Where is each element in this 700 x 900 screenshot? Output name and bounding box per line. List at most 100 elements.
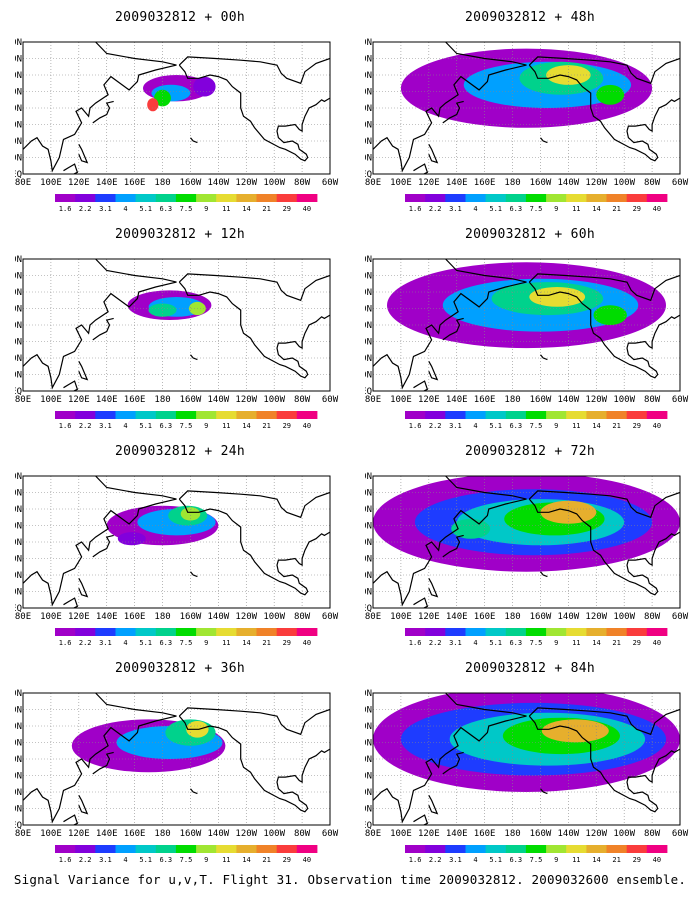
coastline: [178, 281, 330, 379]
colorbar-level-label: 3.1: [99, 856, 112, 864]
lat-tick-label: 10N: [365, 154, 372, 164]
colorbar-swatch: [196, 194, 217, 202]
lon-tick-label: 140W: [558, 178, 580, 188]
colorbar-swatch: [296, 628, 318, 636]
colorbar-swatch: [95, 411, 116, 419]
map-svg: 80N 70N 60N 50N 40N 30N 20N 10N EQ80E 100E 120E 140…: [365, 255, 689, 430]
colorbar-level-label: 11: [222, 856, 230, 864]
coastlines: [23, 693, 330, 825]
colorbar-swatch: [425, 845, 446, 853]
lon-tick-label: 80W: [294, 612, 311, 622]
lat-tick-label: 70N: [365, 272, 372, 282]
colorbar-level-label: 14: [592, 856, 600, 864]
variance-contour: [451, 518, 491, 539]
lat-tick-label: 30N: [15, 338, 22, 348]
lon-tick-label: 100E: [390, 395, 412, 405]
coastline: [540, 354, 548, 361]
colorbar-swatch: [505, 628, 527, 636]
lat-tick-label: 40N: [365, 755, 372, 765]
coastline: [178, 273, 330, 302]
colorbar-level-label: 3.1: [449, 639, 462, 647]
coastline: [190, 571, 198, 578]
colorbar-level-label: 5.1: [139, 639, 152, 647]
colorbar-swatch: [175, 628, 197, 636]
lon-tick-label: 60W: [672, 612, 689, 622]
lon-tick-label: 140E: [96, 829, 118, 839]
lon-tick-label: 120E: [68, 829, 90, 839]
colorbar-swatch: [485, 194, 507, 202]
colorbar-level-label: 6.3: [509, 856, 522, 864]
colorbar-level-label: 6.3: [159, 639, 172, 647]
colorbar-swatch: [55, 194, 76, 202]
lat-tick-label: 50N: [365, 522, 372, 532]
coastlines: [373, 693, 680, 825]
lat-tick-label: 50N: [15, 739, 22, 749]
colorbar-level-label: 9: [554, 856, 558, 864]
lon-tick-label: 60W: [322, 612, 339, 622]
lat-tick-label: 20N: [365, 788, 372, 798]
colorbar-swatch: [155, 845, 177, 853]
lon-tick-label: 160E: [474, 395, 496, 405]
lat-tick-label: 60N: [365, 71, 372, 81]
coastline: [540, 571, 548, 578]
colorbar-level-label: 2.2: [79, 639, 92, 647]
coastline: [413, 814, 429, 825]
colorbar-level-label: 7.5: [180, 639, 193, 647]
lon-tick-label: 180: [154, 829, 170, 839]
panel-title: 2009032812 + 48h: [464, 10, 596, 25]
coastline: [178, 498, 330, 596]
coastline: [528, 273, 680, 302]
colorbar-level-label: 4: [473, 856, 477, 864]
coastline: [78, 144, 89, 164]
colorbar-level-label: 14: [592, 422, 600, 430]
graticule: [372, 692, 681, 826]
colorbar-level-label: 14: [242, 205, 250, 213]
lat-tick-label: 80N: [15, 255, 22, 265]
coastline: [190, 788, 198, 795]
lon-tick-label: 140W: [208, 612, 230, 622]
lat-tick-label: 10N: [365, 805, 372, 815]
colorbar-level-label: 4: [123, 422, 127, 430]
colorbar-swatch: [405, 628, 426, 636]
colorbar-swatch: [566, 411, 587, 419]
coastline: [528, 707, 680, 736]
colorbar-swatch: [485, 628, 507, 636]
colorbar-swatch: [606, 845, 628, 853]
coastline: [373, 42, 527, 173]
colorbar-level-label: 9: [204, 856, 208, 864]
lon-tick-label: 80E: [15, 178, 31, 188]
colorbar-swatch: [115, 628, 137, 636]
lat-tick-label: 70N: [15, 489, 22, 499]
lon-tick-label: 140E: [446, 178, 468, 188]
variance-contour: [596, 84, 625, 105]
colorbar-level-label: 4: [473, 205, 477, 213]
lat-tick-label: 80N: [365, 689, 372, 699]
colorbar-level-label: 5.1: [139, 856, 152, 864]
colorbar-swatch: [75, 411, 96, 419]
panel-12h: 2009032812 + 12h 80N 70N 60N 50N 40N 30N 20N 10…: [15, 227, 345, 437]
colorbar-swatch: [606, 194, 628, 202]
colorbar-swatch: [405, 194, 426, 202]
colorbar-swatch: [155, 194, 177, 202]
lon-tick-label: 160W: [530, 178, 552, 188]
variance-contour: [117, 532, 146, 546]
coastline: [178, 715, 330, 813]
lon-tick-label: 160E: [474, 829, 496, 839]
colorbar-level-label: 4: [123, 856, 127, 864]
lat-tick-label: 20N: [365, 571, 372, 581]
panel-title: 2009032812 + 72h: [464, 444, 596, 459]
coastline: [413, 163, 429, 174]
colorbar-swatch: [646, 411, 668, 419]
colorbar-level-label: 1.6: [59, 205, 72, 213]
lon-tick-label: 60W: [672, 178, 689, 188]
lon-tick-label: 120W: [585, 395, 607, 405]
lat-tick-label: 10N: [365, 588, 372, 598]
lon-tick-label: 60W: [322, 829, 339, 839]
lon-tick-label: 160W: [180, 829, 202, 839]
variance-field: [71, 719, 226, 773]
colorbar-swatch: [646, 628, 668, 636]
map-svg: 80N 70N 60N 50N 40N 30N 20N 10N EQ80E 100E 120E 140…: [15, 689, 339, 864]
lon-tick-label: 80W: [644, 178, 661, 188]
colorbar-level-label: 5.1: [489, 639, 502, 647]
colorbar-swatch: [276, 845, 298, 853]
